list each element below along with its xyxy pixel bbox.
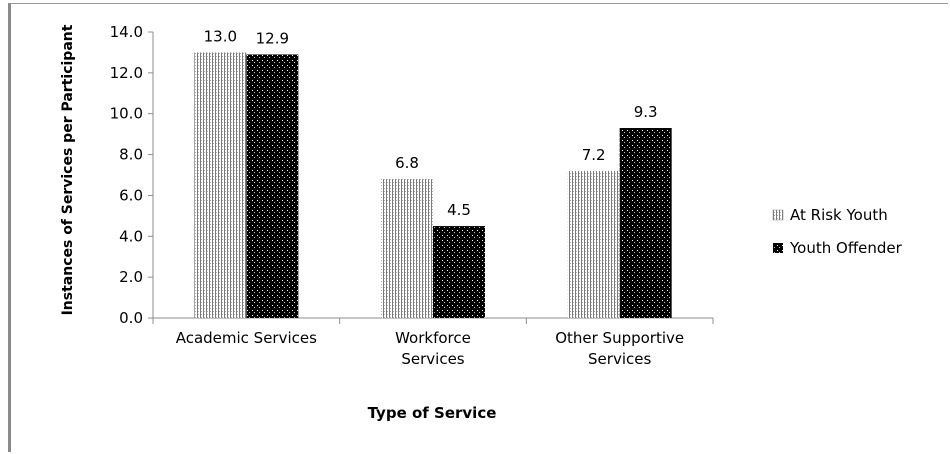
y-tick-label: 10.0: [110, 105, 143, 123]
legend-swatch: [772, 209, 784, 221]
bar-chart: 0.0 2.0 4.0 6.0 8.0 10.0 12.0 14.0 Academic Ser…: [60, 23, 903, 422]
x-axis: Academic Services Workforce Services Other …: [152, 317, 714, 368]
y-tick-label: 6.0: [119, 186, 143, 204]
bar: [194, 52, 247, 319]
y-axis: 0.0 2.0 4.0 6.0 8.0 10.0 12.0 14.0: [110, 23, 154, 327]
category-label: Services: [401, 350, 464, 368]
data-label: 9.3: [634, 103, 658, 121]
bars: [194, 52, 672, 319]
data-label: 12.9: [256, 29, 289, 47]
category-label: Services: [588, 350, 651, 368]
bar: [567, 170, 620, 318]
bar: [246, 54, 299, 318]
data-label: 13.0: [204, 27, 237, 45]
bar: [619, 128, 672, 318]
y-tick-label: 2.0: [119, 268, 143, 286]
y-tick-label: 0.0: [119, 309, 143, 327]
data-label: 7.2: [582, 146, 606, 164]
category-label: Academic Services: [176, 329, 317, 347]
y-tick-label: 14.0: [110, 23, 143, 41]
bar: [381, 179, 433, 318]
y-tick-label: 12.0: [110, 64, 143, 82]
legend-label: Youth Offender: [789, 239, 903, 257]
y-tick-label: 4.0: [119, 227, 143, 245]
legend-label: At Risk Youth: [790, 206, 888, 224]
legend-swatch: [773, 243, 783, 253]
bar: [433, 226, 485, 318]
chart-frame: 0.0 2.0 4.0 6.0 8.0 10.0 12.0 14.0 Academic Ser…: [8, 3, 948, 452]
legend: At Risk Youth Youth Offender: [772, 206, 903, 257]
y-tick-label: 8.0: [119, 146, 143, 164]
data-label: 6.8: [395, 154, 419, 172]
data-label: 4.5: [447, 201, 471, 219]
category-label: Other Supportive: [555, 329, 684, 347]
category-label: Workforce: [395, 329, 471, 347]
x-axis-title: Type of Service: [368, 404, 497, 422]
y-axis-title: Instances of Services per Participant: [60, 24, 76, 315]
data-labels: 13.0 12.9 6.8 4.5 7.2 9.3: [204, 27, 658, 219]
